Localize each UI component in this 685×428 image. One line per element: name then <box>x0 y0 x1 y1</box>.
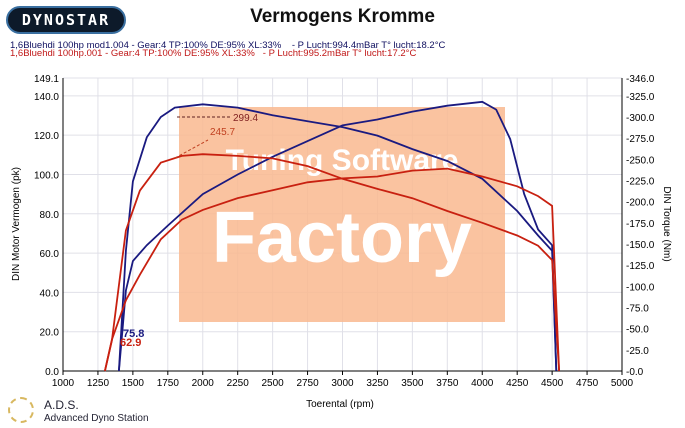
x-tick-label: 2250 <box>227 378 250 389</box>
y-tick-label: 149.1 <box>34 74 59 85</box>
x-tick-label: 4000 <box>471 378 494 389</box>
x-tick-label: 1000 <box>52 378 75 389</box>
annotation-power-start-1: 75.8 <box>123 328 144 340</box>
y2-tick-label: -325.0 <box>626 92 655 103</box>
x-tick-label: 3250 <box>366 378 389 389</box>
y-tick-label: 60.0 <box>40 249 60 260</box>
ads-subtitle: Advanced Dyno Station <box>44 413 149 424</box>
watermark-line1: Tuning Software <box>226 144 459 177</box>
run-info-1: 1,6Bluehdi 100hp mod1.004 - Gear:4 TP:10… <box>10 40 446 51</box>
y2-tick-label: -125.0 <box>626 261 655 272</box>
y2-tick-label: -275.0 <box>626 134 655 145</box>
watermark-line2: Factory <box>212 198 472 278</box>
watermark-box <box>179 107 505 322</box>
dynostar-logo: DYNOSTAR <box>6 6 126 34</box>
ads-logo-icon <box>8 397 34 423</box>
x-tick-label: 2750 <box>296 378 319 389</box>
y2-tick-label: -200.0 <box>626 198 655 209</box>
x-tick-label: 2500 <box>262 378 285 389</box>
x-tick-label: 1750 <box>157 378 180 389</box>
y2-tick-label: -100.0 <box>626 282 655 293</box>
chart-title: Vermogens Kromme <box>250 6 435 27</box>
y2-tick-label: -75.0 <box>626 303 649 314</box>
y-tick-label: 20.0 <box>40 328 60 339</box>
x-tick-label: 1250 <box>87 378 110 389</box>
y-tick-label: 80.0 <box>40 210 60 221</box>
ads-brand: A.D.S. <box>44 398 79 412</box>
y2-tick-label: -300.0 <box>626 113 655 124</box>
y-tick-label: 140.0 <box>34 92 59 103</box>
x-tick-label: 5000 <box>611 378 634 389</box>
x-tick-label: 3750 <box>436 378 459 389</box>
annotation-leader <box>174 139 209 159</box>
series-line-1 <box>118 103 558 372</box>
y-tick-label: 100.0 <box>34 170 59 181</box>
series-line-0 <box>118 100 558 372</box>
y-tick-label: 40.0 <box>40 288 60 299</box>
annotation-power-start-2: 62.9 <box>120 337 141 349</box>
x-tick-label: 3500 <box>401 378 424 389</box>
annotation-torque-max-2: 245.7 <box>210 127 235 138</box>
y2-tick-label: -150.0 <box>626 240 655 251</box>
x-axis-label: Toerental (rpm) <box>306 399 374 410</box>
x-tick-label: 4750 <box>576 378 599 389</box>
y2-tick-label: -225.0 <box>626 176 655 187</box>
y2-tick-label: -250.0 <box>626 155 655 166</box>
annotation-torque-max-1: 299.4 <box>233 113 258 124</box>
y2-tick-label: -0.0 <box>626 367 644 378</box>
y2-tick-label: -175.0 <box>626 219 655 230</box>
x-tick-label: 4500 <box>541 378 564 389</box>
y-tick-label: 120.0 <box>34 131 59 142</box>
y-tick-label: 0.0 <box>45 367 59 378</box>
y-axis-label: DIN Motor Vermogen (pk) <box>11 167 22 281</box>
y2-tick-label: -25.0 <box>626 346 649 357</box>
x-tick-label: 2000 <box>192 378 215 389</box>
y2-axis-label: DIN Torque (Nm) <box>661 186 672 261</box>
y2-tick-label: -50.0 <box>626 325 649 336</box>
x-tick-label: 1500 <box>122 378 145 389</box>
x-tick-label: 3000 <box>331 378 354 389</box>
run-info-2: 1,6Bluehdi 100hp.001 - Gear:4 TP:100% DE… <box>10 48 417 59</box>
series-line-3 <box>104 153 560 372</box>
series-line-2 <box>104 167 560 372</box>
x-tick-label: 4250 <box>506 378 529 389</box>
y2-tick-label: -346.0 <box>626 74 655 85</box>
